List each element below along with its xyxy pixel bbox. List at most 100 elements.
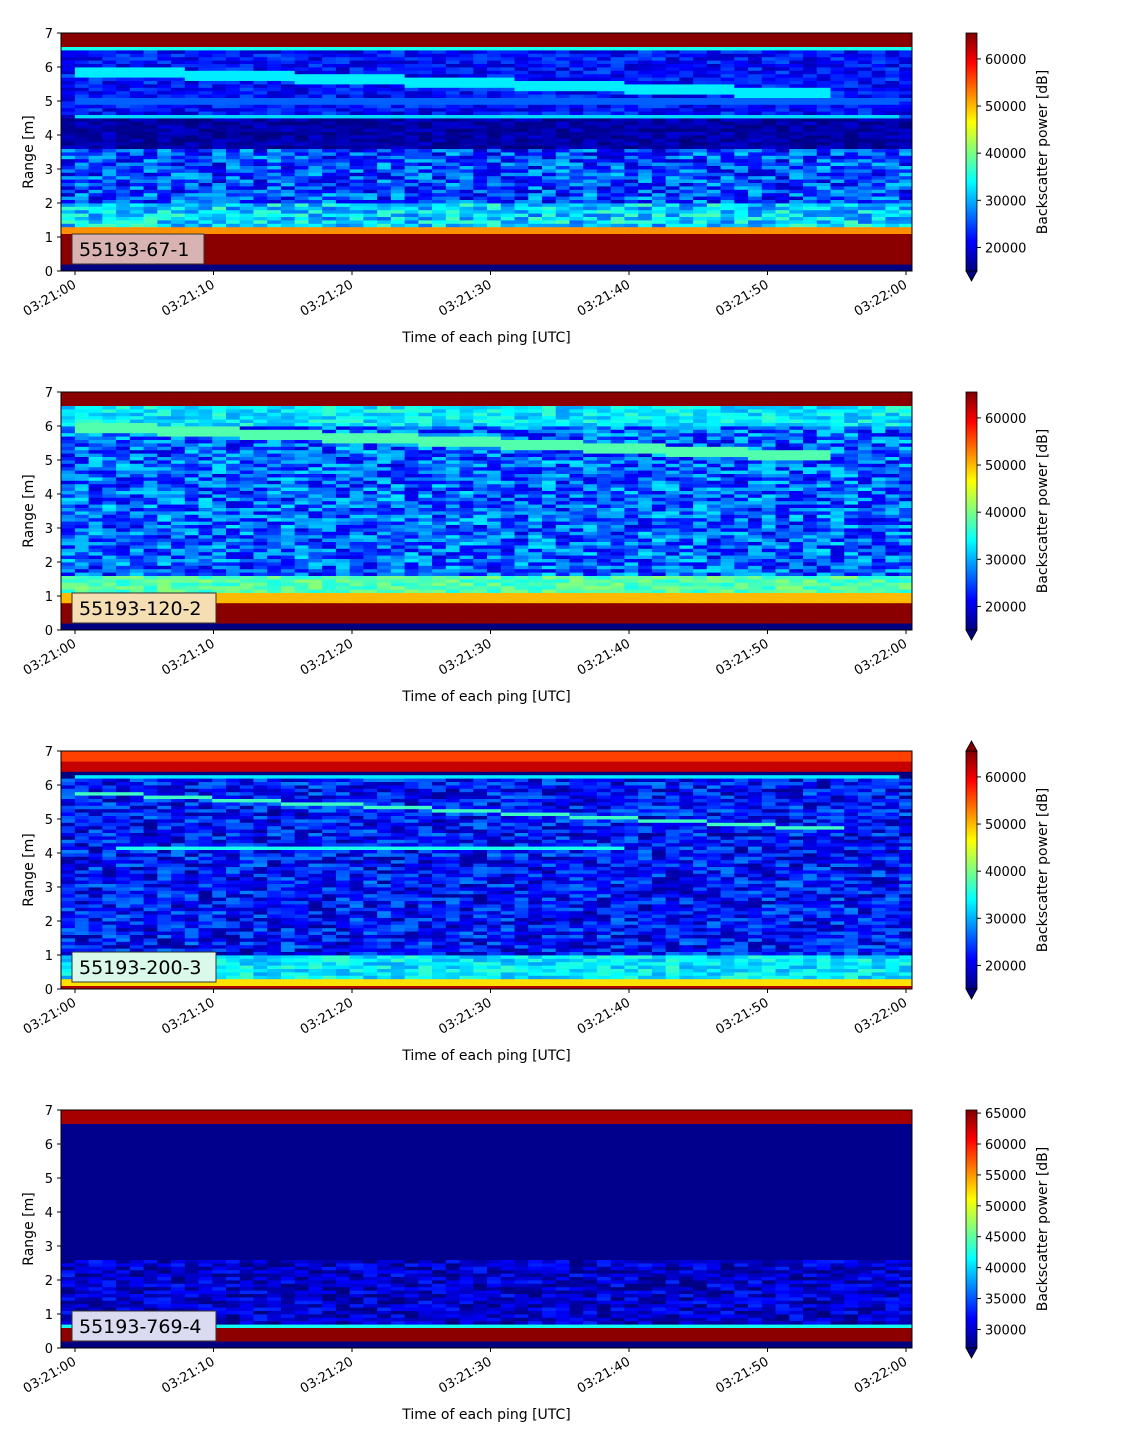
heatmap-cell <box>693 63 708 68</box>
heatmap-cell <box>143 521 158 525</box>
heatmap-cell <box>404 97 419 102</box>
heatmap-cell <box>377 186 392 190</box>
heatmap-cell <box>665 118 680 122</box>
heatmap-cell <box>308 87 323 92</box>
heatmap-cell <box>308 264 323 268</box>
heatmap-cell <box>239 121 254 126</box>
heatmap-cell <box>267 199 282 204</box>
heatmap-cell <box>761 172 776 177</box>
heatmap-cell <box>803 169 818 173</box>
heatmap-cell <box>294 175 309 180</box>
heatmap-cell <box>418 189 433 194</box>
heatmap-cell <box>693 53 708 58</box>
heatmap-cell <box>528 158 543 163</box>
heatmap-cell <box>775 196 790 200</box>
heatmap-cell <box>74 507 90 512</box>
heatmap-cell <box>432 260 447 265</box>
heatmap-cell <box>143 548 158 553</box>
heatmap-cell <box>445 237 460 241</box>
heatmap-cell <box>102 507 117 512</box>
heatmap-cell <box>404 36 419 41</box>
heatmap-cell <box>734 131 749 136</box>
heatmap-cell <box>514 158 529 163</box>
heatmap-cell <box>129 470 144 474</box>
heatmap-cell <box>267 128 282 132</box>
heatmap-cell <box>418 104 433 109</box>
heatmap-cell <box>171 199 186 204</box>
heatmap-cell <box>445 226 460 231</box>
heatmap-cell <box>459 223 474 228</box>
heatmap-cell <box>830 155 845 160</box>
heatmap-cell <box>418 60 433 64</box>
heatmap-cell <box>734 73 749 78</box>
heatmap-cell <box>638 240 653 245</box>
heatmap-cell <box>253 196 268 200</box>
heatmap-cell <box>596 121 612 126</box>
heatmap-cell <box>844 104 859 109</box>
heatmap-cell <box>638 196 653 200</box>
heatmap-cell <box>775 124 790 129</box>
heatmap-cell <box>555 33 570 37</box>
heatmap-cell <box>734 165 749 170</box>
heatmap-cell <box>157 145 172 149</box>
heatmap-cell <box>432 162 447 166</box>
heatmap-cell <box>803 165 818 170</box>
heatmap-cell <box>528 165 543 170</box>
heatmap-cell <box>239 101 254 105</box>
heatmap-cell <box>184 107 199 112</box>
heatmap-cell <box>871 67 886 71</box>
heatmap-cell <box>129 473 144 478</box>
heatmap-cell <box>404 189 419 194</box>
heatmap-cell <box>143 531 158 536</box>
heatmap-cell <box>349 60 364 64</box>
heatmap-cell <box>720 128 735 132</box>
heatmap-cell <box>171 497 186 502</box>
heatmap-cell <box>143 169 158 173</box>
heatmap-cell <box>487 220 502 224</box>
heatmap-cell <box>775 250 790 255</box>
heatmap-cell <box>445 213 460 217</box>
heatmap-cell <box>74 422 90 427</box>
heatmap-cell <box>88 538 103 542</box>
heatmap-cell <box>885 90 900 95</box>
heatmap-cell <box>761 77 776 81</box>
heatmap-cell <box>734 121 749 126</box>
heatmap-cell <box>789 141 804 146</box>
heatmap-cell <box>363 50 378 54</box>
heatmap-cell <box>514 203 529 207</box>
heatmap-cell <box>61 412 76 417</box>
heatmap-cell <box>487 148 502 153</box>
heatmap-cell <box>693 172 708 177</box>
heatmap-cell <box>500 264 515 268</box>
heatmap-cell <box>514 128 529 132</box>
heatmap-cell <box>473 158 488 163</box>
heatmap-cell <box>500 145 515 149</box>
heatmap-cell <box>61 497 76 502</box>
heatmap-cell <box>184 155 199 160</box>
heatmap-cell <box>88 60 103 64</box>
heatmap-cell <box>651 39 667 44</box>
heatmap-cell <box>102 494 117 498</box>
heatmap-cell <box>638 260 653 265</box>
heatmap-cell <box>143 165 158 170</box>
heatmap-cell <box>198 152 213 156</box>
heatmap-cell <box>157 473 172 478</box>
heatmap-cell <box>390 118 406 122</box>
heatmap-cell <box>390 111 406 115</box>
heatmap-cell <box>212 226 227 231</box>
heatmap-cell <box>665 216 680 221</box>
heatmap-cell <box>280 97 296 102</box>
heatmap-cell <box>253 192 268 197</box>
heatmap-cell <box>418 243 433 248</box>
heatmap-cell <box>184 206 199 211</box>
heatmap-cell <box>349 46 364 51</box>
heatmap-cell <box>514 220 529 224</box>
heatmap-cell <box>88 90 103 95</box>
heatmap-cell <box>239 56 254 61</box>
heatmap-cell <box>143 460 158 464</box>
heatmap-cell <box>569 101 584 105</box>
heatmap-cell <box>610 169 625 173</box>
heatmap-cell <box>679 135 694 139</box>
heatmap-cell <box>129 226 144 231</box>
heatmap-cell <box>514 43 529 47</box>
